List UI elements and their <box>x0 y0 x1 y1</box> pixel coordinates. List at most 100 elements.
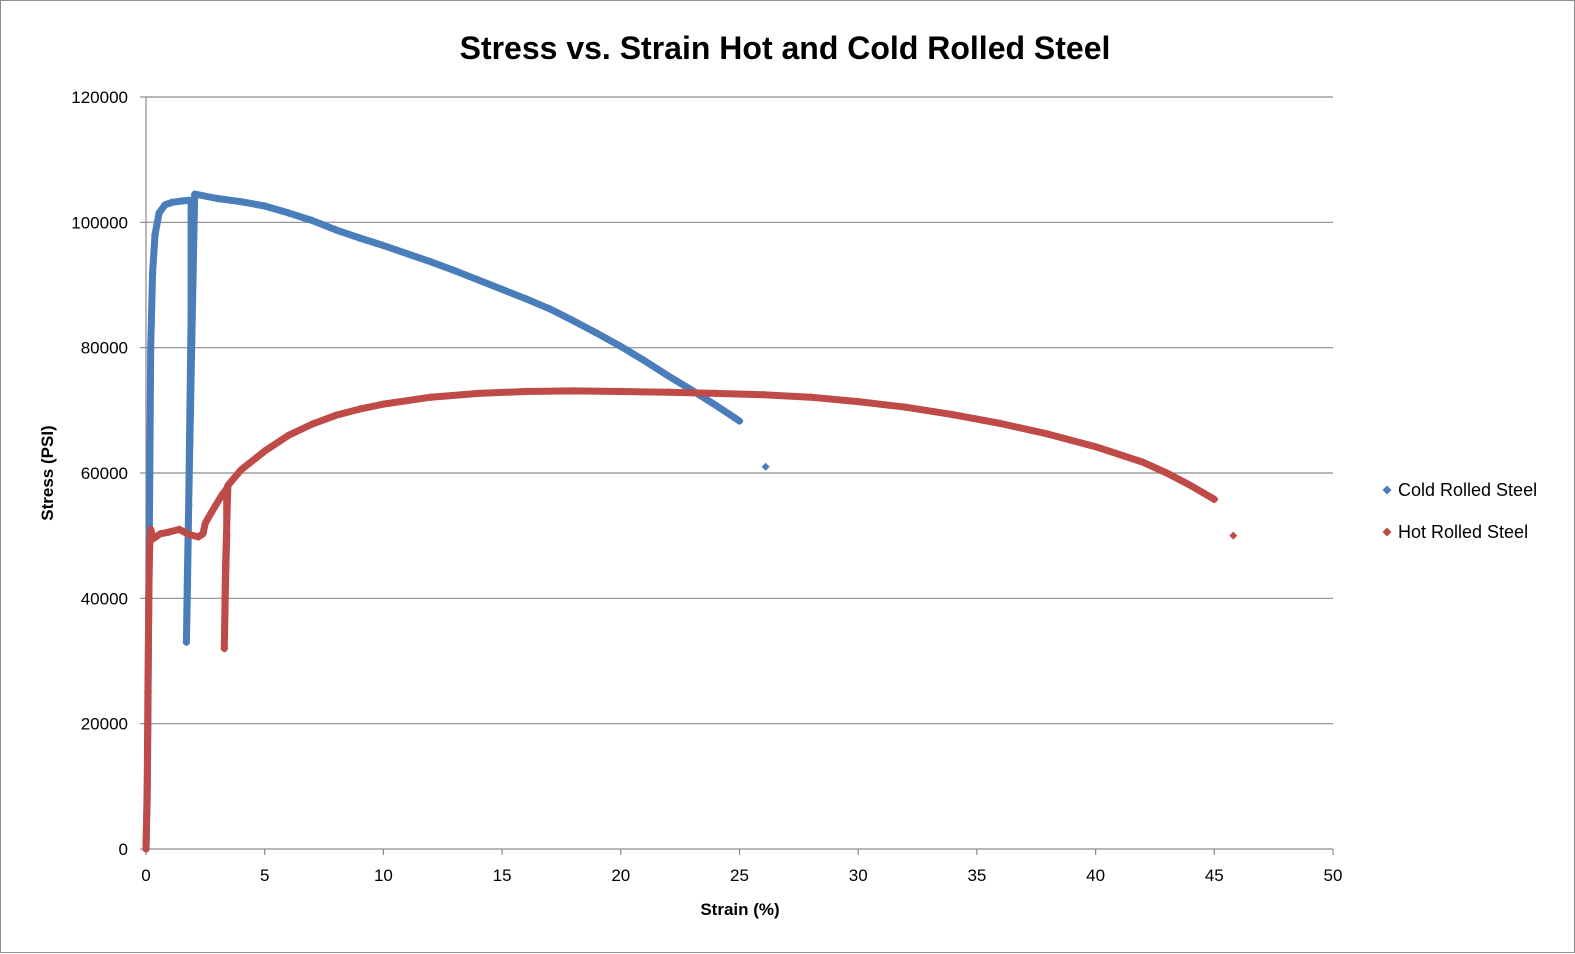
data-point <box>569 386 578 395</box>
data-point <box>182 638 191 647</box>
x-tick-label: 0 <box>141 866 150 885</box>
data-point <box>806 393 815 402</box>
data-point <box>142 845 150 853</box>
data-point <box>355 234 364 242</box>
data-point <box>355 405 364 414</box>
data-point <box>284 208 293 217</box>
data-point <box>331 225 340 234</box>
gridlines <box>146 96 1333 725</box>
data-point <box>1186 481 1195 490</box>
y-tick-labels: 0 20000 40000 60000 80000 100000 120000 <box>71 88 128 859</box>
y-axis-title: Stress (PSI) <box>38 425 57 520</box>
data-point <box>236 197 245 206</box>
data-point <box>759 390 768 399</box>
data-point <box>403 249 412 258</box>
data-point <box>426 393 435 402</box>
data-point <box>151 230 160 239</box>
data-point <box>145 469 154 477</box>
series-line <box>142 387 1218 853</box>
data-point <box>1139 458 1148 467</box>
x-tick-label: 25 <box>730 866 749 885</box>
y-tick-label: 100000 <box>71 213 128 232</box>
data-point <box>221 581 230 590</box>
data-point <box>188 312 197 321</box>
data-point <box>260 447 269 456</box>
legend-label: Cold Rolled Steel <box>1398 480 1537 500</box>
data-point <box>640 356 649 365</box>
data-point <box>616 342 625 351</box>
x-axis-title: Strain (%) <box>700 900 779 919</box>
data-point <box>664 371 673 380</box>
data-point <box>308 420 317 429</box>
data-point <box>143 782 152 791</box>
data-point <box>208 506 217 515</box>
y-tick-label: 80000 <box>81 339 128 358</box>
data-point <box>379 400 388 409</box>
x-tick-label: 5 <box>260 866 269 885</box>
data-point <box>213 194 222 203</box>
data-point <box>593 329 602 338</box>
data-point <box>284 431 293 440</box>
axes <box>140 96 1334 855</box>
data-point <box>144 594 153 603</box>
data-point <box>616 387 625 396</box>
data-point <box>198 529 207 538</box>
y-tick-label: 20000 <box>81 715 128 734</box>
data-point <box>236 465 245 474</box>
data-point <box>996 419 1005 428</box>
data-point <box>545 304 554 313</box>
series-line <box>142 190 743 853</box>
data-point <box>1210 495 1219 504</box>
data-point <box>156 529 165 538</box>
data-point <box>949 410 958 419</box>
chart-title: Stress vs. Strain Hot and Cold Rolled St… <box>460 30 1111 66</box>
data-point <box>175 525 184 534</box>
data-point <box>711 401 720 410</box>
data-point <box>521 294 530 303</box>
data-point <box>184 530 193 539</box>
data-point <box>1044 430 1053 439</box>
data-point <box>308 216 317 225</box>
data-point <box>190 190 199 199</box>
data-point <box>854 397 863 406</box>
data-point <box>217 490 226 499</box>
data-point <box>498 285 507 294</box>
legend: Cold Rolled Steel Hot Rolled Steel <box>1382 480 1537 542</box>
data-point <box>521 387 530 396</box>
x-tick-label: 10 <box>374 866 393 885</box>
data-point <box>220 644 229 653</box>
x-tick-label: 40 <box>1086 866 1105 885</box>
data-point <box>183 563 192 571</box>
legend-marker <box>1382 485 1392 495</box>
data-point <box>664 388 673 397</box>
x-tick-labels: 0 5 10 15 20 25 30 35 40 45 50 <box>141 866 1342 885</box>
data-point <box>185 406 194 415</box>
data-point <box>1162 469 1171 477</box>
data-point <box>148 268 157 277</box>
data-point <box>160 200 169 209</box>
x-tick-label: 35 <box>967 866 986 885</box>
data-point <box>474 389 483 398</box>
data-point <box>185 437 194 446</box>
data-point <box>901 403 910 412</box>
x-tick-label: 30 <box>849 866 868 885</box>
data-point <box>183 581 192 590</box>
data-point <box>187 196 196 205</box>
data-point <box>331 411 340 420</box>
series-hot-rolled-steel <box>142 386 1238 853</box>
data-point <box>143 688 152 697</box>
data-point <box>149 534 158 543</box>
x-tick-label: 50 <box>1324 866 1343 885</box>
data-point <box>165 527 174 536</box>
y-tick-label: 120000 <box>71 88 128 107</box>
data-point <box>711 389 720 398</box>
y-tick-label: 0 <box>119 840 128 859</box>
data-point <box>222 531 231 540</box>
data-point <box>474 275 483 284</box>
data-point <box>569 316 578 325</box>
data-point <box>223 481 232 490</box>
data-point <box>450 266 459 275</box>
data-point <box>221 563 230 571</box>
x-tick-label: 15 <box>493 866 512 885</box>
